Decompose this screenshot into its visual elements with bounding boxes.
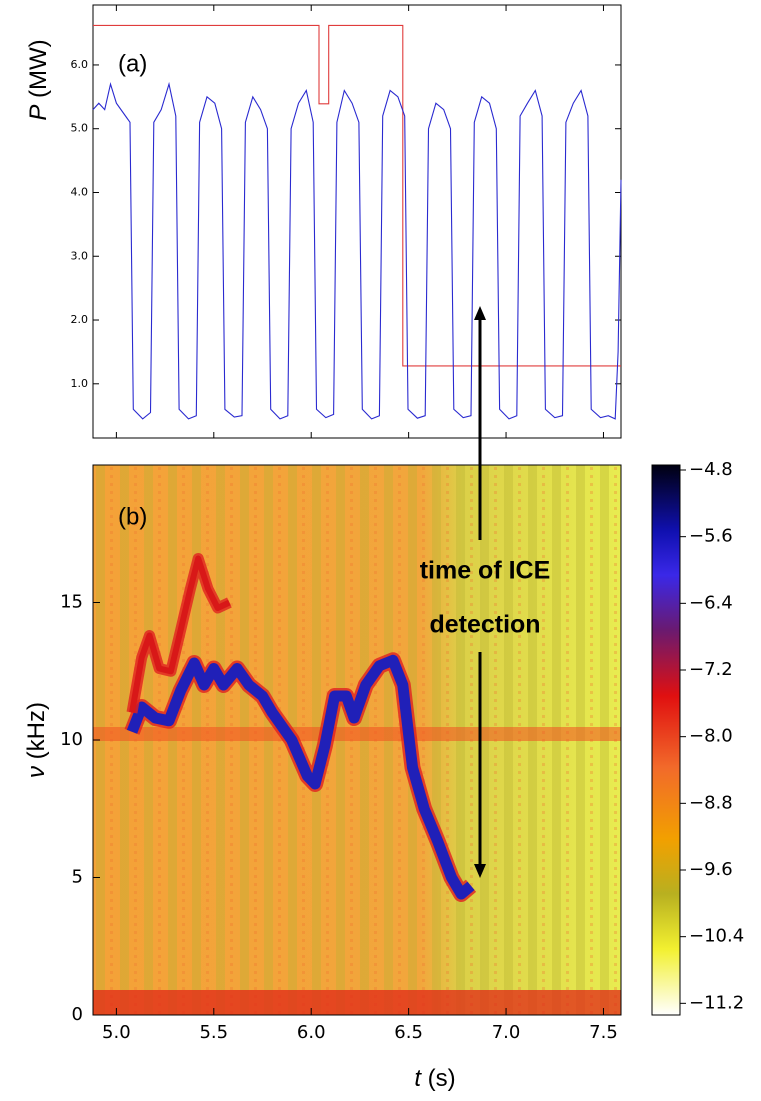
x-tick-label: 7.5 [589,1022,618,1043]
colorbar-tick-label: −7.2 [689,659,733,680]
panel-label: (b) [118,503,147,530]
colorbar-tick-label: −9.6 [689,859,733,880]
y-label-unit: (kHz) [23,702,50,759]
ridge [129,555,231,714]
y-tick-label: 15 [60,592,83,613]
spectral-band [93,727,621,741]
ridge [126,654,475,900]
colorbar-tick-label: −8.0 [689,726,733,747]
y-tick-label: 10 [60,729,83,750]
y-tick-label: 3.0 [71,249,89,262]
panel-label: (a) [118,50,147,77]
plot-frame [92,4,622,439]
x-label-symbol: t [414,1065,422,1092]
x-tick-label: 5.0 [102,1022,131,1043]
colorbar-tick-label: −6.4 [689,592,733,613]
y-axis-label: P (MW) [25,39,52,120]
annotation: detection [429,611,540,639]
y-tick-label: 0 [72,1004,83,1025]
panel-a: 1.0 2.0 3.0 4.0 5.0 6.0 [71,4,622,439]
y-tick-label: 5 [72,867,83,888]
y-tick-label: 1.0 [71,377,89,390]
annotation: time of ICE [420,557,551,585]
colorbar-tick-label: −10.4 [689,926,744,947]
detection-arrow [474,306,486,878]
x-label-unit: (s) [428,1065,456,1092]
colorbar-tick-label: −4.8 [689,459,733,480]
y-label-unit: (MW) [25,39,52,98]
x-axis-label: t (s) [414,1065,455,1092]
colorbar [651,464,681,1016]
x-tick-label: 6.5 [394,1022,423,1043]
line-series [92,81,622,420]
colorbar-tick-label: −11.2 [689,992,744,1013]
x-tick-label: 7.0 [492,1022,521,1043]
line-series [93,24,621,367]
y-label-symbol: ν [23,766,50,778]
colorbar-tick-label: −8.8 [689,792,733,813]
x-tick-label: 6.0 [297,1022,326,1043]
y-tick-label: 5.0 [71,122,89,135]
y-axis-label: ν (kHz) [23,702,50,778]
colorbar-tick-label: −5.6 [689,526,733,547]
y-tick-label: 6.0 [71,58,89,71]
y-tick-label: 4.0 [71,185,89,198]
spectral-band [93,990,621,1015]
y-tick-label: 2.0 [71,313,89,326]
panel-b [93,465,621,1015]
x-tick-label: 5.5 [199,1022,228,1043]
y-label-symbol: P [25,105,52,121]
